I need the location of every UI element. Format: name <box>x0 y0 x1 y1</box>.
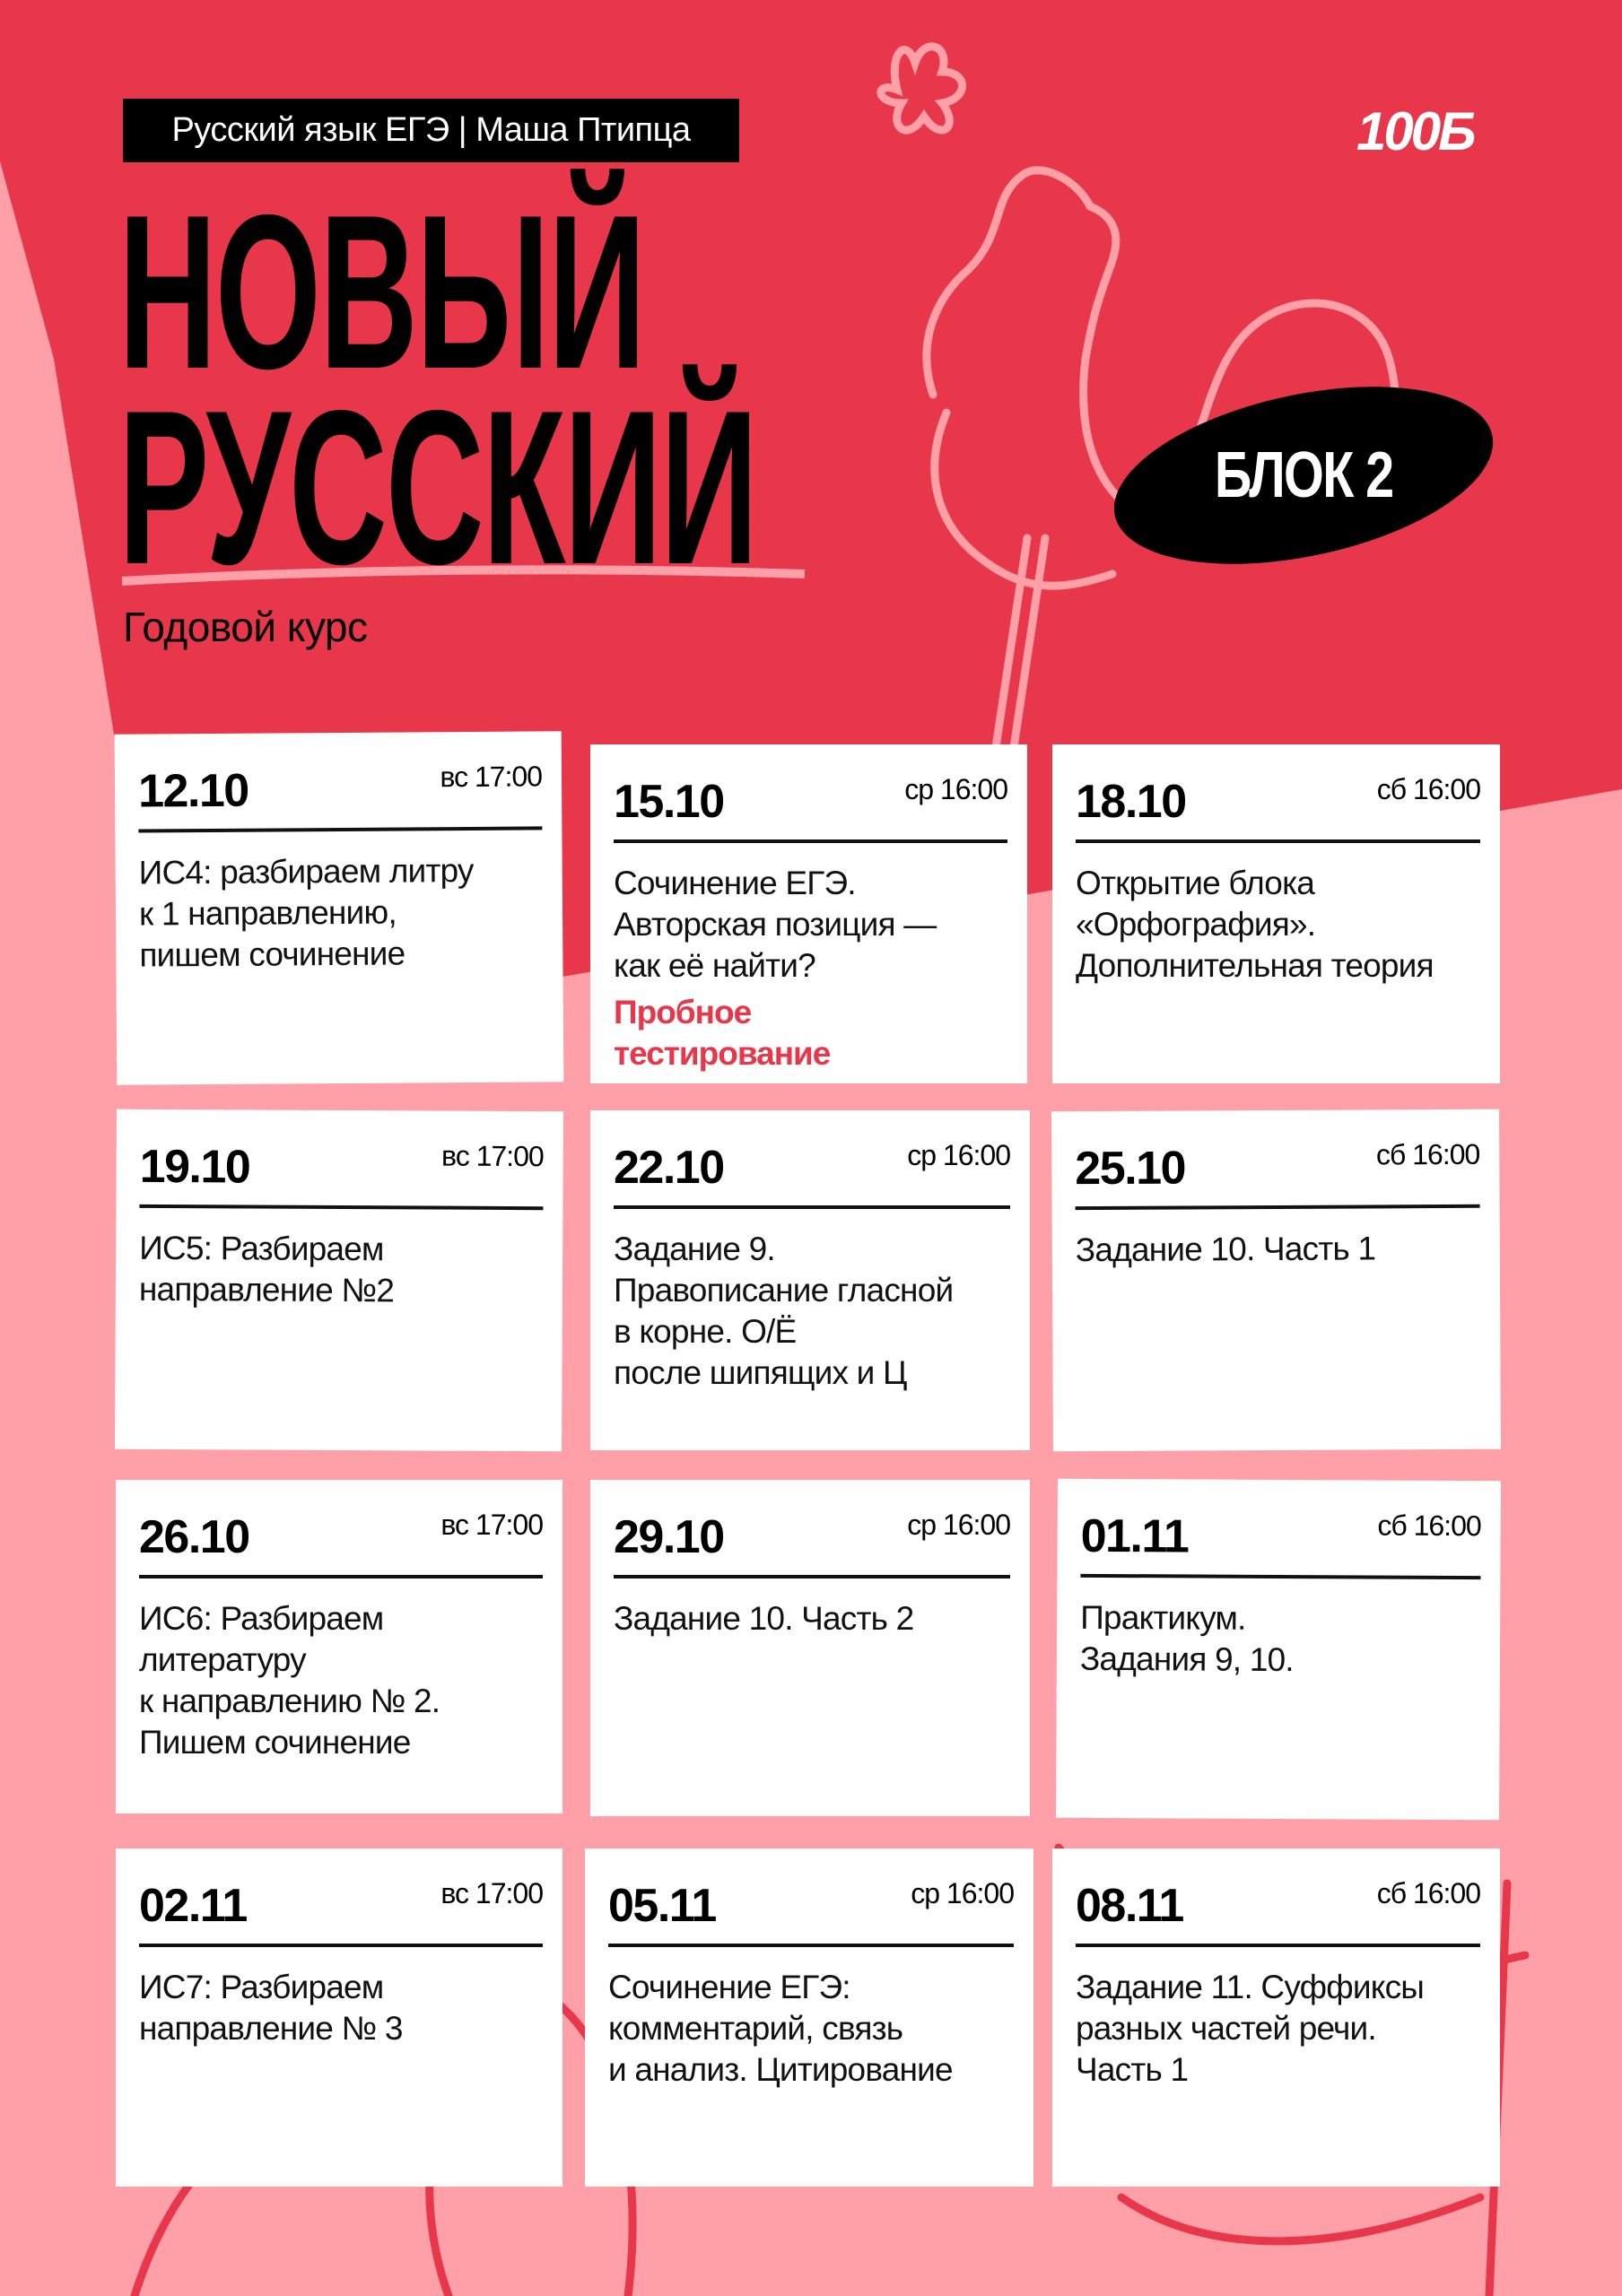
card-date: 18.10 <box>1076 776 1187 828</box>
card-topic: Задание 9. Правописание гласной в корне.… <box>614 1231 954 1391</box>
card-topic: ИС6: Разбираем литературу к направлению … <box>139 1600 440 1761</box>
card-date: 22.10 <box>614 1142 725 1194</box>
card-time: вс 17:00 <box>440 760 543 794</box>
title-underline <box>121 565 806 586</box>
card-date: 05.11 <box>608 1880 717 1932</box>
schedule-card: 08.11 сб 16:00 Задание 11. Суффиксы разн… <box>1052 1848 1500 2187</box>
card-date: 01.11 <box>1080 1509 1189 1563</box>
card-topic: Задание 10. Часть 1 <box>1075 1230 1376 1269</box>
schedule-card: 01.11 сб 16:00 Практикум. Задания 9, 10. <box>1056 1478 1501 1821</box>
card-date: 19.10 <box>139 1140 250 1194</box>
card-header: 22.10 ср 16:00 <box>614 1134 1011 1209</box>
card-header: 01.11 сб 16:00 <box>1080 1501 1481 1580</box>
card-header: 18.10 сб 16:00 <box>1076 768 1481 843</box>
card-time: вс 17:00 <box>441 1139 544 1173</box>
card-topic: Практикум. Задания 9, 10. <box>1079 1598 1294 1679</box>
card-header: 12.10 вс 17:00 <box>137 754 543 833</box>
card-date: 26.10 <box>139 1511 250 1563</box>
card-topic: ИС4: разбираем литру к 1 направлению, пи… <box>138 851 474 974</box>
card-time: ср 16:00 <box>907 1509 1011 1541</box>
title-line-1: НОВЫЙ <box>118 169 646 414</box>
card-header: 08.11 сб 16:00 <box>1076 1872 1481 1947</box>
card-date: 29.10 <box>614 1511 725 1563</box>
schedule-card: 12.10 вс 17:00 ИС4: разбираем литру к 1 … <box>114 731 564 1085</box>
subtitle: Годовой курс <box>123 604 368 650</box>
card-header: 02.11 вс 17:00 <box>139 1872 544 1947</box>
card-date: 08.11 <box>1076 1880 1184 1932</box>
rooster-drawing <box>876 42 1400 812</box>
schedule-card: 25.10 сб 16:00 Задание 10. Часть 1 <box>1051 1109 1501 1452</box>
card-date: 25.10 <box>1075 1142 1186 1196</box>
card-topic: Задание 10. Часть 2 <box>614 1600 914 1637</box>
schedule-card: 26.10 вс 17:00 ИС6: Разбираем литературу… <box>116 1480 562 1813</box>
card-topic: Задание 11. Суффиксы разных частей речи.… <box>1076 1969 1425 2088</box>
card-time: сб 16:00 <box>1376 773 1481 805</box>
card-date: 02.11 <box>139 1880 248 1932</box>
card-time: сб 16:00 <box>1376 1877 1481 1909</box>
card-time: сб 16:00 <box>1377 1509 1481 1543</box>
schedule-card: 02.11 вс 17:00 ИС7: Разбираем направлени… <box>116 1848 562 2187</box>
card-header: 29.10 ср 16:00 <box>614 1503 1011 1578</box>
card-date: 15.10 <box>614 776 725 828</box>
card-time: ср 16:00 <box>911 1877 1015 1909</box>
card-note: Пробное тестирование <box>614 994 831 1072</box>
card-time: вс 17:00 <box>440 1509 544 1541</box>
schedule-card: 15.10 ср 16:00 Сочинение ЕГЭ. Авторская … <box>590 744 1027 1083</box>
card-header: 05.11 ср 16:00 <box>608 1872 1015 1947</box>
card-time: ср 16:00 <box>904 773 1008 805</box>
schedule-card: 29.10 ср 16:00 Задание 10. Часть 2 <box>590 1480 1030 1816</box>
schedule-card: 19.10 вс 17:00 ИС5: Разбираем направлени… <box>115 1109 563 1452</box>
card-header: 19.10 вс 17:00 <box>139 1132 544 1211</box>
card-topic: Открытие блока «Орфография». Дополнитель… <box>1076 865 1435 984</box>
card-header: 15.10 ср 16:00 <box>614 768 1008 843</box>
card-header: 26.10 вс 17:00 <box>139 1503 544 1578</box>
card-header: 25.10 сб 16:00 <box>1075 1132 1480 1211</box>
block-badge-label: БЛОК 2 <box>1214 439 1393 512</box>
course-tag: Русский язык ЕГЭ | Маша Птипца <box>123 99 739 162</box>
card-time: вс 17:00 <box>440 1877 544 1909</box>
schedule-card: 18.10 сб 16:00 Открытие блока «Орфографи… <box>1052 744 1500 1083</box>
card-topic: Сочинение ЕГЭ: комментарий, связь и анал… <box>608 1969 954 2088</box>
schedule-card: 22.10 ср 16:00 Задание 9. Правописание г… <box>590 1110 1030 1450</box>
card-topic: Сочинение ЕГЭ. Авторская позиция — как е… <box>614 865 937 984</box>
schedule-card: 05.11 ср 16:00 Сочинение ЕГЭ: комментари… <box>585 1848 1033 2187</box>
card-date: 12.10 <box>137 764 249 818</box>
card-time: сб 16:00 <box>1375 1137 1480 1171</box>
title-line-2: РУССКИЙ <box>118 364 758 610</box>
card-time: ср 16:00 <box>907 1139 1011 1171</box>
card-topic: ИС5: Разбираем направление №2 <box>138 1229 395 1309</box>
card-topic: ИС7: Разбираем направление № 3 <box>139 1969 403 2047</box>
brand-logo: 100Б <box>1356 101 1477 161</box>
